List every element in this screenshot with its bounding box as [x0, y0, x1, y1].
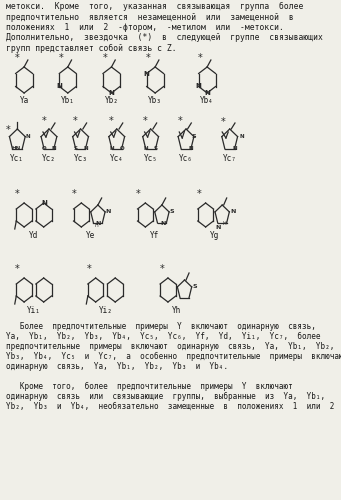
Text: *: * — [73, 116, 78, 126]
Text: *: * — [160, 264, 164, 274]
Text: N: N — [144, 70, 150, 76]
Text: Yc₆: Yc₆ — [179, 154, 193, 163]
Text: *: * — [197, 189, 202, 199]
Text: метокси.  Кроме  того,  указанная  связывающая  группа  более: метокси. Кроме того, указанная связывающ… — [6, 2, 303, 11]
Text: *: * — [15, 264, 20, 274]
Text: Более  предпочтительные  примеры  Y  включают  одинарную  связь,: Более предпочтительные примеры Y включаю… — [6, 322, 316, 331]
Text: предпочтительно  является  незамещенной  или  замещенной  в: предпочтительно является незамещенной ил… — [6, 12, 294, 22]
Text: одинарную  связь  или  связывающие  группы,  выбранные  из  Ya,  Yb₁,: одинарную связь или связывающие группы, … — [6, 392, 325, 401]
Text: S: S — [170, 210, 175, 214]
Text: Дополнительно,  звездочка  (*)  в  следующей  группе  связывающих: Дополнительно, звездочка (*) в следующей… — [6, 34, 323, 42]
Text: Yg: Yg — [210, 231, 219, 240]
Text: N: N — [239, 134, 244, 139]
Text: Ye: Ye — [86, 231, 95, 240]
Text: *: * — [71, 189, 76, 199]
Text: Ya,  Yb₁,  Yb₂,  Yb₃,  Yb₄,  Yc₅,  Yc₆,  Yf,  Yd,  Yi₁,  Yc₇,  более: Ya, Yb₁, Yb₂, Yb₃, Yb₄, Yc₅, Yc₆, Yf, Yd… — [6, 332, 321, 341]
Text: H: H — [222, 220, 226, 226]
Text: O: O — [119, 146, 124, 152]
Text: N: N — [196, 84, 202, 89]
Text: N: N — [230, 210, 236, 214]
Text: Yi₁: Yi₁ — [27, 306, 41, 315]
Text: Yb₂: Yb₂ — [105, 96, 118, 105]
Text: N: N — [160, 220, 166, 226]
Text: N: N — [95, 220, 101, 226]
Text: *: * — [87, 264, 91, 274]
Text: Yc₅: Yc₅ — [144, 154, 158, 163]
Text: HN: HN — [12, 146, 21, 152]
Text: Кроме  того,  более  предпочтительные  примеры  Y  включают: Кроме того, более предпочтительные приме… — [6, 382, 293, 391]
Text: H: H — [94, 223, 98, 228]
Text: Yh: Yh — [172, 306, 182, 315]
Text: S: S — [192, 284, 197, 290]
Text: N: N — [109, 146, 114, 152]
Text: *: * — [135, 189, 140, 199]
Text: Yc₁: Yc₁ — [10, 154, 24, 163]
Text: Ya: Ya — [19, 96, 29, 105]
Text: *: * — [59, 53, 63, 63]
Text: Yb₁: Yb₁ — [61, 96, 75, 105]
Text: *: * — [146, 53, 151, 63]
Text: N: N — [232, 146, 237, 152]
Text: Yi₂: Yi₂ — [99, 306, 113, 315]
Text: Yb₂,  Yb₃  и  Yb₄,  необязательно  замещенные  в  положениях  1  или  2  -: Yb₂, Yb₃ и Yb₄, необязательно замещенные… — [6, 402, 341, 411]
Text: *: * — [221, 117, 225, 127]
Text: N: N — [144, 146, 148, 152]
Text: N: N — [42, 200, 47, 206]
Text: S: S — [74, 146, 78, 152]
Text: групп представляет собой связь с Z.: групп представляет собой связь с Z. — [6, 44, 177, 53]
Text: *: * — [143, 116, 148, 126]
Text: N: N — [56, 84, 62, 89]
Text: S: S — [153, 146, 158, 152]
Text: одинарную  связь,  Ya,  Yb₁,  Yb₂,  Yb₃  и  Yb₄.: одинарную связь, Ya, Yb₁, Yb₂, Yb₃ и Yb₄… — [6, 362, 228, 371]
Text: Yb₄: Yb₄ — [200, 96, 214, 105]
Text: *: * — [102, 53, 107, 63]
Text: S: S — [192, 134, 196, 139]
Text: Yc₇: Yc₇ — [223, 154, 237, 163]
Text: Yf: Yf — [150, 231, 159, 240]
Text: предпочтительные  примеры  включают  одинарную  связь,  Ya,  Yb₁,  Yb₂,: предпочтительные примеры включают одинар… — [6, 342, 335, 351]
Text: O: O — [42, 146, 46, 152]
Text: Yb₃,  Yb₄,  Yc₅  и  Yc₇,  а  особенно  предпочтительные  примеры  включают: Yb₃, Yb₄, Yc₅ и Yc₇, а особенно предпочт… — [6, 352, 341, 361]
Text: N: N — [26, 134, 31, 139]
Text: N: N — [106, 210, 111, 214]
Text: *: * — [6, 125, 11, 135]
Text: Yc₃: Yc₃ — [74, 154, 88, 163]
Text: *: * — [15, 53, 20, 63]
Text: положениях  1  или  2  -фтором,  -метилом  или  -метокси.: положениях 1 или 2 -фтором, -метилом или… — [6, 23, 284, 32]
Text: N: N — [215, 225, 220, 230]
Text: *: * — [198, 53, 203, 63]
Text: Yb₃: Yb₃ — [148, 96, 162, 105]
Text: N: N — [204, 90, 210, 96]
Text: Yd: Yd — [29, 231, 39, 240]
Text: Yc₄: Yc₄ — [110, 154, 124, 163]
Text: N: N — [189, 146, 193, 152]
Text: N: N — [83, 146, 88, 152]
Text: *: * — [15, 189, 20, 199]
Text: *: * — [41, 116, 46, 126]
Text: Yc₂: Yc₂ — [42, 154, 56, 163]
Text: *: * — [109, 116, 114, 126]
Text: N: N — [108, 90, 114, 96]
Text: N: N — [51, 146, 56, 152]
Text: *: * — [178, 116, 182, 126]
